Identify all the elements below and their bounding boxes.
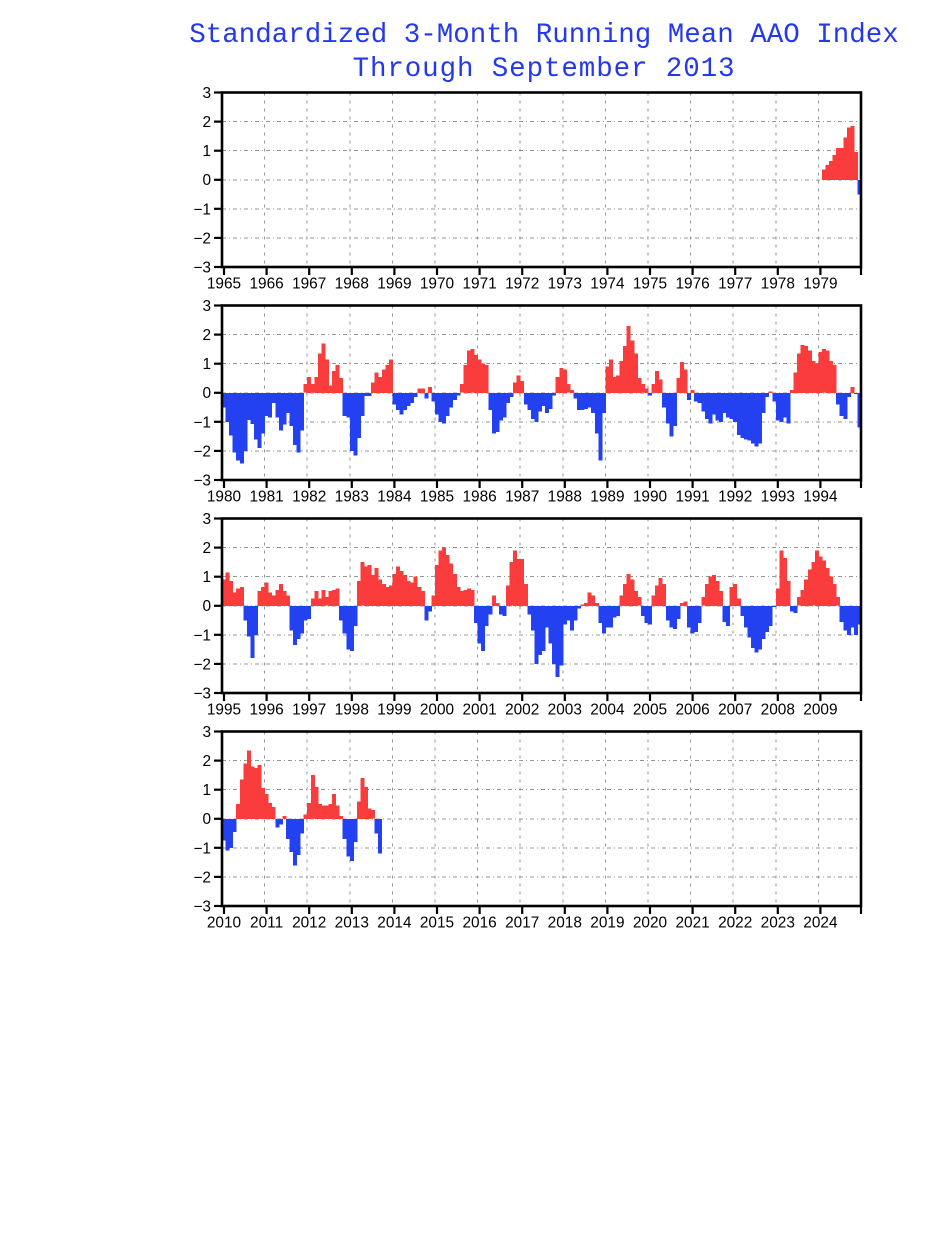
svg-text:−1: −1	[193, 201, 211, 218]
svg-text:1988: 1988	[548, 489, 582, 506]
svg-text:−2: −2	[193, 656, 211, 673]
svg-text:1998: 1998	[335, 702, 369, 719]
svg-text:1984: 1984	[377, 489, 412, 506]
svg-text:3: 3	[202, 85, 211, 102]
svg-text:1: 1	[202, 356, 211, 373]
svg-text:1990: 1990	[633, 489, 667, 506]
svg-text:2008: 2008	[761, 702, 795, 719]
svg-text:3: 3	[202, 724, 211, 741]
svg-text:2020: 2020	[633, 915, 667, 932]
svg-text:2023: 2023	[761, 915, 795, 932]
svg-text:2013: 2013	[335, 915, 369, 932]
svg-text:−3: −3	[193, 686, 211, 703]
svg-text:1989: 1989	[590, 489, 624, 506]
svg-text:1973: 1973	[548, 276, 582, 293]
svg-text:1: 1	[202, 569, 211, 586]
svg-text:0: 0	[202, 811, 211, 828]
svg-text:1966: 1966	[249, 276, 283, 293]
svg-text:1976: 1976	[675, 276, 709, 293]
svg-text:2007: 2007	[718, 702, 752, 719]
svg-text:−1: −1	[193, 840, 211, 857]
svg-text:−1: −1	[193, 414, 211, 431]
svg-text:1992: 1992	[718, 489, 752, 506]
svg-text:1: 1	[202, 143, 211, 160]
svg-text:2018: 2018	[548, 915, 582, 932]
svg-text:1985: 1985	[420, 489, 454, 506]
svg-text:2004: 2004	[590, 702, 625, 719]
svg-text:−3: −3	[193, 899, 211, 916]
svg-text:2012: 2012	[292, 915, 326, 932]
svg-text:1967: 1967	[292, 276, 326, 293]
svg-text:2011: 2011	[250, 915, 283, 932]
svg-text:1968: 1968	[335, 276, 369, 293]
svg-text:1995: 1995	[207, 702, 241, 719]
svg-text:1978: 1978	[761, 276, 795, 293]
svg-text:2: 2	[202, 114, 211, 131]
svg-text:1972: 1972	[505, 276, 539, 293]
svg-text:2024: 2024	[803, 915, 838, 932]
svg-text:1980: 1980	[207, 489, 241, 506]
svg-text:1969: 1969	[377, 276, 411, 293]
svg-text:1999: 1999	[377, 702, 411, 719]
svg-text:Through September 2013: Through September 2013	[353, 54, 736, 85]
svg-text:2006: 2006	[675, 702, 709, 719]
svg-text:1983: 1983	[335, 489, 369, 506]
svg-text:2003: 2003	[548, 702, 582, 719]
svg-text:3: 3	[202, 298, 211, 315]
svg-text:1993: 1993	[761, 489, 795, 506]
svg-text:−2: −2	[193, 869, 211, 886]
svg-text:1974: 1974	[590, 276, 625, 293]
svg-text:−3: −3	[193, 260, 211, 277]
svg-text:−1: −1	[193, 627, 211, 644]
svg-text:1: 1	[202, 782, 211, 799]
svg-text:1975: 1975	[633, 276, 667, 293]
svg-text:1981: 1981	[249, 489, 283, 506]
svg-text:2019: 2019	[590, 915, 624, 932]
svg-text:2: 2	[202, 753, 211, 770]
svg-text:0: 0	[202, 385, 211, 402]
svg-text:−2: −2	[193, 443, 211, 460]
svg-text:2015: 2015	[420, 915, 454, 932]
svg-text:2001: 2001	[462, 702, 496, 719]
svg-text:0: 0	[202, 172, 211, 189]
svg-text:1991: 1991	[675, 489, 709, 506]
svg-text:2: 2	[202, 327, 211, 344]
svg-text:2002: 2002	[505, 702, 539, 719]
svg-text:1994: 1994	[803, 489, 838, 506]
svg-text:2009: 2009	[803, 702, 837, 719]
svg-text:2005: 2005	[633, 702, 667, 719]
svg-text:1986: 1986	[462, 489, 496, 506]
svg-text:2017: 2017	[505, 915, 539, 932]
svg-text:−2: −2	[193, 230, 211, 247]
svg-text:1982: 1982	[292, 489, 326, 506]
svg-text:0: 0	[202, 598, 211, 615]
svg-text:2014: 2014	[377, 915, 412, 932]
svg-text:1979: 1979	[803, 276, 837, 293]
svg-text:1997: 1997	[292, 702, 326, 719]
svg-text:2022: 2022	[718, 915, 752, 932]
svg-text:Standardized 3-Month Running M: Standardized 3-Month Running Mean AAO In…	[189, 20, 899, 51]
svg-text:3: 3	[202, 511, 211, 528]
svg-text:2016: 2016	[462, 915, 496, 932]
svg-text:1970: 1970	[420, 276, 454, 293]
svg-text:1965: 1965	[207, 276, 241, 293]
svg-text:2000: 2000	[420, 702, 454, 719]
svg-text:1977: 1977	[718, 276, 752, 293]
svg-text:−3: −3	[193, 473, 211, 490]
svg-text:2021: 2021	[675, 915, 709, 932]
svg-text:2: 2	[202, 540, 211, 557]
svg-text:1996: 1996	[249, 702, 283, 719]
svg-text:1987: 1987	[505, 489, 539, 506]
svg-text:1971: 1971	[462, 276, 496, 293]
svg-text:2010: 2010	[207, 915, 241, 932]
